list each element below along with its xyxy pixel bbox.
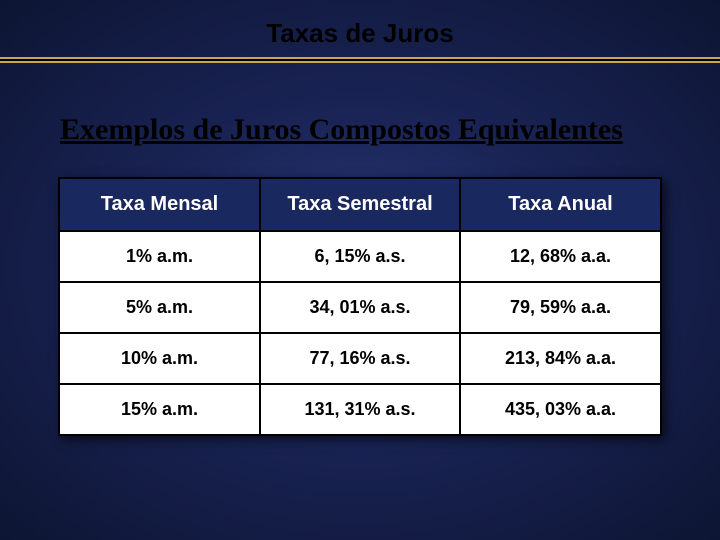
cell-anual: 79, 59% a.a.	[460, 282, 660, 333]
col-header-mensal: Taxa Mensal	[60, 179, 260, 231]
cell-semestral: 131, 31% a.s.	[260, 384, 460, 434]
cell-mensal: 1% a.m.	[60, 231, 260, 282]
table-header-row: Taxa Mensal Taxa Semestral Taxa Anual	[60, 179, 660, 231]
cell-semestral: 6, 15% a.s.	[260, 231, 460, 282]
cell-anual: 213, 84% a.a.	[460, 333, 660, 384]
cell-semestral: 77, 16% a.s.	[260, 333, 460, 384]
table-row: 1% a.m. 6, 15% a.s. 12, 68% a.a.	[60, 231, 660, 282]
cell-anual: 435, 03% a.a.	[460, 384, 660, 434]
rates-table: Taxa Mensal Taxa Semestral Taxa Anual 1%…	[60, 179, 660, 434]
cell-mensal: 10% a.m.	[60, 333, 260, 384]
cell-anual: 12, 68% a.a.	[460, 231, 660, 282]
table-row: 5% a.m. 34, 01% a.s. 79, 59% a.a.	[60, 282, 660, 333]
table-row: 10% a.m. 77, 16% a.s. 213, 84% a.a.	[60, 333, 660, 384]
subtitle: Exemplos de Juros Compostos Equivalentes	[60, 113, 720, 147]
cell-mensal: 15% a.m.	[60, 384, 260, 434]
table-row: 15% a.m. 131, 31% a.s. 435, 03% a.a.	[60, 384, 660, 434]
title-underline	[0, 57, 720, 63]
col-header-anual: Taxa Anual	[460, 179, 660, 231]
cell-mensal: 5% a.m.	[60, 282, 260, 333]
cell-semestral: 34, 01% a.s.	[260, 282, 460, 333]
page-title: Taxas de Juros	[0, 18, 720, 49]
rates-table-container: Taxa Mensal Taxa Semestral Taxa Anual 1%…	[58, 177, 662, 436]
title-bar: Taxas de Juros	[0, 0, 720, 57]
col-header-semestral: Taxa Semestral	[260, 179, 460, 231]
